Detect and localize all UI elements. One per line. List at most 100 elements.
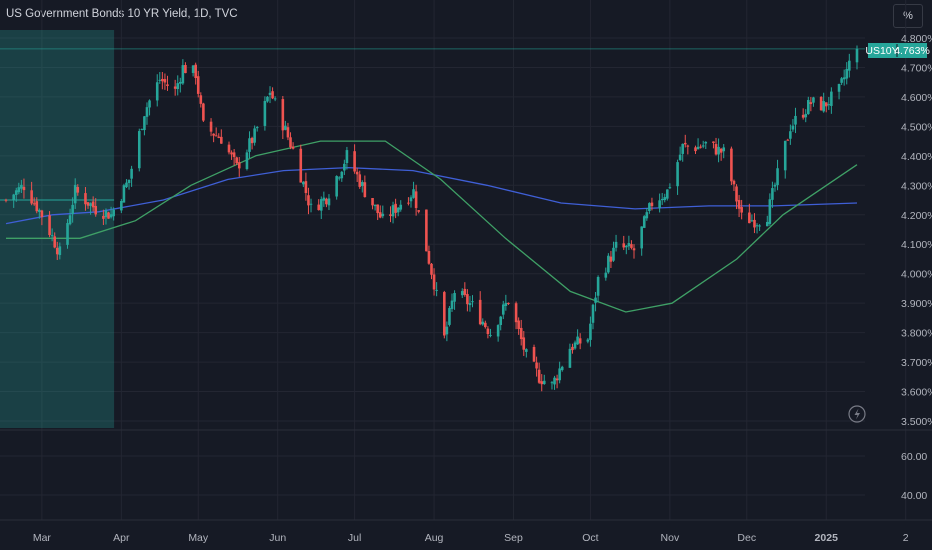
candle [266,96,269,103]
candle [519,319,523,346]
candle [125,179,128,189]
candle [750,214,754,222]
candle [658,193,661,213]
candle [66,219,69,249]
candle [625,244,628,255]
candle [212,133,215,143]
candle [640,226,643,256]
candle [302,181,305,188]
candle [714,137,718,156]
candle [730,146,733,186]
candle [271,87,274,100]
candle [353,144,356,174]
candle [217,133,221,139]
candle [4,198,8,203]
candle [660,192,664,205]
candle [789,124,792,145]
candle [32,197,36,206]
candle [161,72,164,90]
candle [155,74,159,107]
candle [286,122,290,141]
candle [522,331,526,356]
candle [307,187,310,215]
candle [737,194,741,218]
candle [460,288,464,298]
candle [127,179,131,190]
candle [220,129,223,144]
candle [771,181,774,208]
candle [776,159,779,191]
candle [394,198,397,219]
candle [179,77,182,93]
last-price-tag: US10Y 4.763% [865,43,930,58]
candle [14,187,18,202]
candle [648,202,651,214]
candle [499,315,503,331]
y-tick-label: 4.600% [901,92,932,104]
candle [417,210,420,214]
y-tick-label: 4.700% [901,62,932,74]
y-tick-label: 4.000% [901,269,932,281]
candle [107,211,110,219]
price-tag-value: 4.763% [894,45,930,57]
grid-lines [0,0,907,520]
candle [568,343,572,368]
candle [319,196,323,220]
candle [686,144,690,155]
candle [230,150,233,160]
candle [535,356,538,377]
candle [471,295,474,308]
candle [848,53,851,78]
candle [845,62,849,85]
y-tick-label: 3.600% [901,387,932,399]
candle [427,245,431,265]
candle [484,320,487,329]
candle [120,198,123,214]
candle [191,65,195,77]
lower-pane [0,429,932,521]
x-tick-label: Sep [504,532,523,544]
candle [712,141,715,149]
candle [699,144,702,149]
candle [104,208,108,225]
candle [343,159,346,176]
x-tick-label: May [188,532,209,544]
candle [76,184,80,196]
candle [435,282,438,297]
y-tick-label: 3.800% [901,328,932,340]
candle [22,178,26,199]
candle [450,293,454,312]
candle [783,140,787,179]
candle [327,194,331,211]
candle [17,182,21,195]
unit-toggle-button[interactable]: % [893,4,923,28]
candle [227,141,231,155]
moving-averages [0,140,858,313]
candle [801,108,805,120]
y-tick-label: 4.200% [901,210,932,222]
candle [94,198,98,217]
candle [145,102,149,125]
candle [345,146,349,170]
candle [812,96,815,107]
y-tick-label: 4.100% [901,239,932,251]
y-axis: 3.500% 3.600% 3.700% 3.800% 3.900% 4.000% 4.10… [901,33,932,502]
x-tick-label: Oct [582,532,598,544]
candle [373,204,377,211]
candle [676,159,679,195]
candle [381,205,385,219]
candle [35,197,39,214]
lower-pane-tick-label: 40.00 [901,490,927,502]
candle [558,361,561,384]
candle [594,291,597,312]
candle [822,92,825,113]
candle [573,340,577,350]
x-tick-label: Dec [737,532,756,544]
candle [130,165,133,187]
candle [91,196,95,212]
candle [681,143,684,162]
lightning-icon[interactable] [848,405,866,423]
candle [806,96,810,115]
candle [86,202,90,209]
